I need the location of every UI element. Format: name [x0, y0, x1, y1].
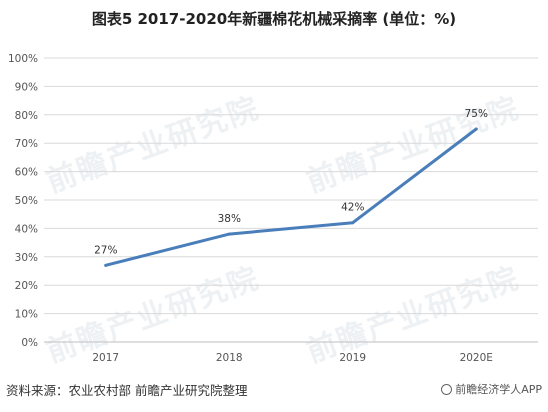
x-tick-label: 2019	[339, 352, 366, 364]
data-label: 38%	[218, 213, 241, 225]
y-tick-label: 90%	[15, 81, 38, 93]
series	[104, 127, 478, 267]
y-axis-tick-labels: 0% 10% 20% 30% 40% 50% 60% 70% 80% 90% 100%	[8, 53, 38, 349]
chart-title: 图表5 2017-2020年新疆棉花机械采摘率 (单位：%)	[91, 10, 457, 28]
data-point	[227, 232, 231, 236]
brand-name: 前瞻经济学人APP	[455, 383, 542, 396]
x-tick-label: 2017	[92, 352, 119, 364]
brand-credit: 前瞻经济学人APP	[441, 381, 542, 397]
x-tick-label: 2020E	[460, 352, 493, 364]
x-axis-tick-labels: 2017 2018 2019 2020E	[92, 352, 493, 364]
y-tick-label: 50%	[15, 195, 38, 207]
data-point	[351, 221, 355, 225]
y-tick-label: 70%	[15, 138, 38, 150]
data-label: 42%	[341, 202, 364, 214]
data-label: 27%	[94, 244, 117, 256]
series-line	[104, 127, 478, 267]
y-tick-label: 80%	[15, 110, 38, 122]
y-tick-label: 100%	[8, 53, 38, 65]
data-labels: 27% 38% 42% 75%	[94, 108, 488, 256]
data-point	[474, 127, 478, 131]
y-tick-label: 60%	[15, 167, 38, 179]
x-tick-label: 2018	[216, 352, 243, 364]
y-tick-label: 30%	[15, 252, 38, 264]
brand-logo-icon	[441, 383, 453, 395]
source-note: 资料来源：农业农村部 前瞻产业研究院整理	[6, 383, 248, 398]
gridlines	[44, 57, 538, 343]
y-tick-label: 10%	[15, 309, 38, 321]
y-tick-label: 40%	[15, 223, 38, 235]
data-label: 75%	[465, 108, 488, 120]
y-tick-label: 20%	[15, 280, 38, 292]
y-tick-label: 0%	[21, 337, 38, 349]
data-point	[104, 263, 108, 267]
